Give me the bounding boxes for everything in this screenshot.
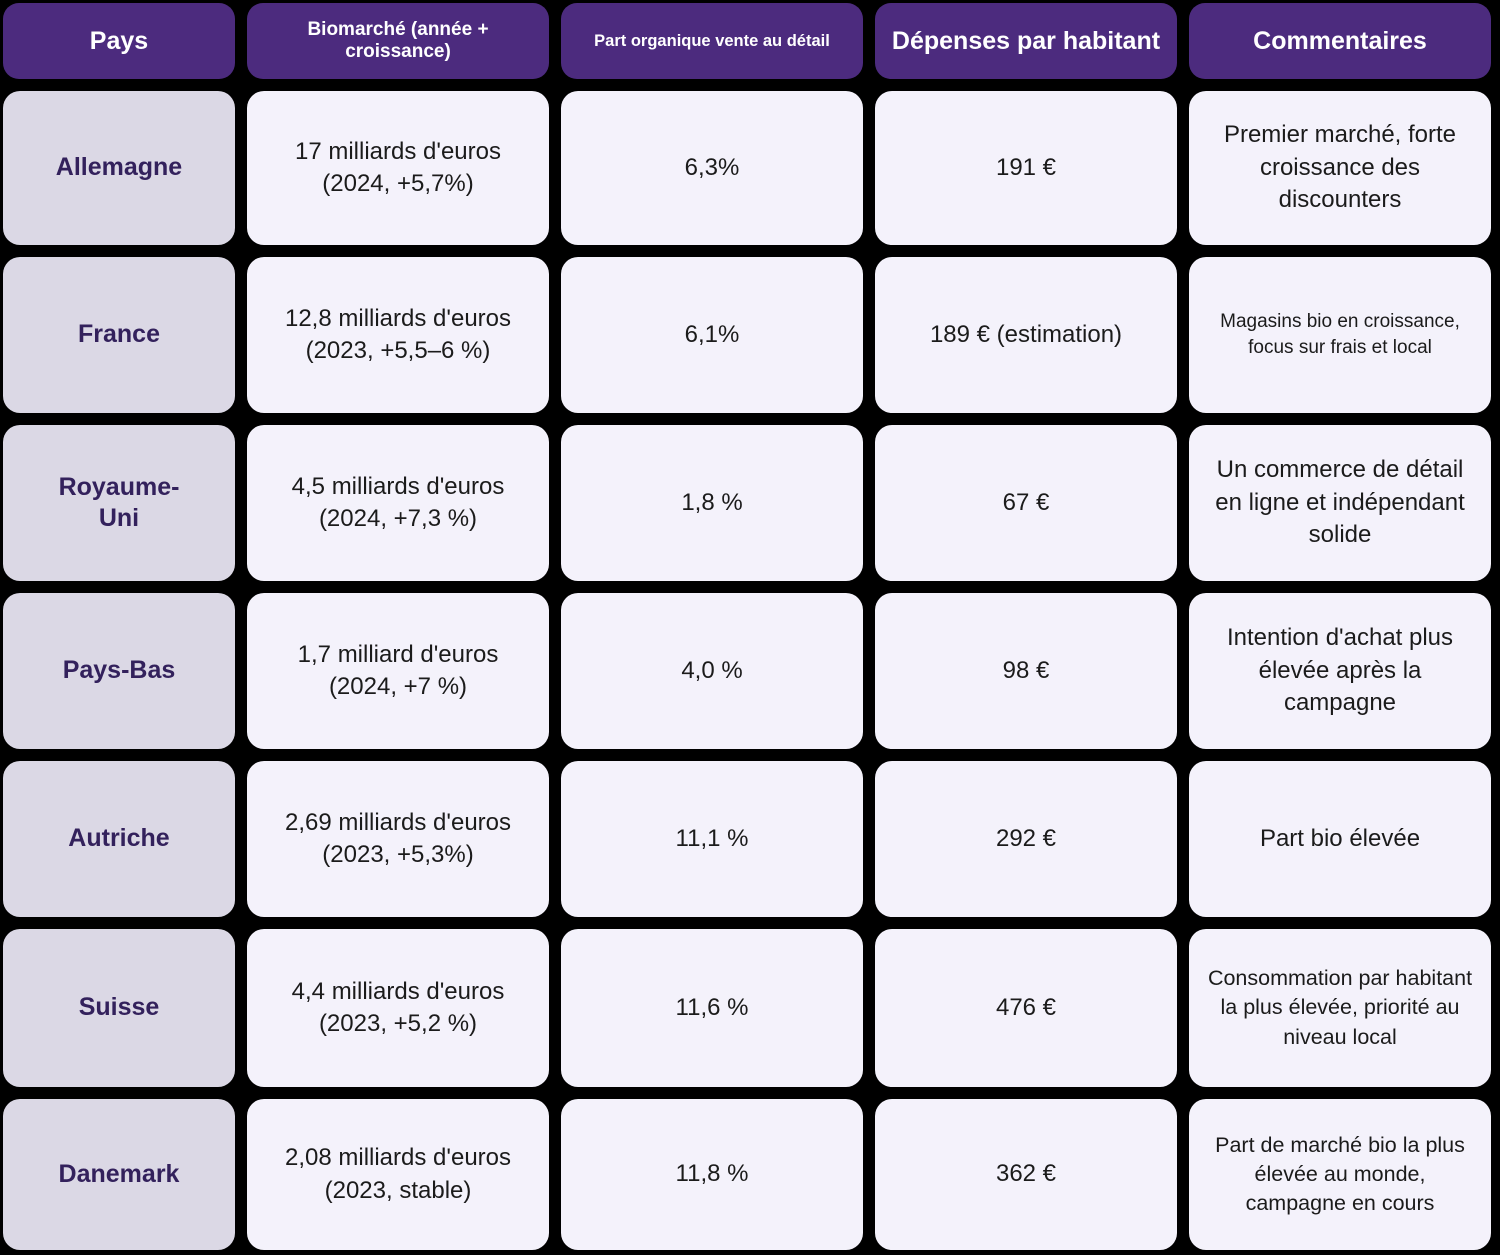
country-cell-royaume-uni: Royaume- Uni bbox=[3, 425, 235, 581]
column-header-depenses: Dépenses par habitant bbox=[875, 3, 1177, 79]
column-header-biomarche: Biomarché (année + croissance) bbox=[247, 3, 549, 79]
per-capita-cell: 67 € bbox=[875, 425, 1177, 581]
organic-share-cell: 4,0 % bbox=[561, 593, 863, 749]
country-cell-france: France bbox=[3, 257, 235, 413]
market-cell: 4,4 milliards d'euros (2023, +5,2 %) bbox=[247, 929, 549, 1087]
organic-share-cell: 11,8 % bbox=[561, 1099, 863, 1250]
per-capita-cell: 191 € bbox=[875, 91, 1177, 245]
column-header-pays: Pays bbox=[3, 3, 235, 79]
per-capita-cell: 292 € bbox=[875, 761, 1177, 917]
comment-cell: Part bio élevée bbox=[1189, 761, 1491, 917]
comment-cell: Magasins bio en croissance, focus sur fr… bbox=[1189, 257, 1491, 413]
country-cell-danemark: Danemark bbox=[3, 1099, 235, 1250]
market-cell: 12,8 milliards d'euros (2023, +5,5–6 %) bbox=[247, 257, 549, 413]
country-cell-allemagne: Allemagne bbox=[3, 91, 235, 245]
per-capita-cell: 476 € bbox=[875, 929, 1177, 1087]
market-cell: 2,69 milliards d'euros (2023, +5,3%) bbox=[247, 761, 549, 917]
market-cell: 17 milliards d'euros (2024, +5,7%) bbox=[247, 91, 549, 245]
column-header-part-organique: Part organique vente au détail bbox=[561, 3, 863, 79]
country-cell-autriche: Autriche bbox=[3, 761, 235, 917]
organic-share-cell: 6,3% bbox=[561, 91, 863, 245]
comment-cell: Un commerce de détail en ligne et indépe… bbox=[1189, 425, 1491, 581]
market-cell: 1,7 milliard d'euros (2024, +7 %) bbox=[247, 593, 549, 749]
organic-share-cell: 1,8 % bbox=[561, 425, 863, 581]
organic-share-cell: 11,6 % bbox=[561, 929, 863, 1087]
market-cell: 4,5 milliards d'euros (2024, +7,3 %) bbox=[247, 425, 549, 581]
comment-cell: Part de marché bio la plus élevée au mon… bbox=[1189, 1099, 1491, 1250]
comment-cell: Intention d'achat plus élevée après la c… bbox=[1189, 593, 1491, 749]
organic-share-cell: 6,1% bbox=[561, 257, 863, 413]
market-cell: 2,08 milliards d'euros (2023, stable) bbox=[247, 1099, 549, 1250]
column-header-commentaires: Commentaires bbox=[1189, 3, 1491, 79]
organic-share-cell: 11,1 % bbox=[561, 761, 863, 917]
per-capita-cell: 362 € bbox=[875, 1099, 1177, 1250]
country-cell-pays-bas: Pays-Bas bbox=[3, 593, 235, 749]
comment-cell: Consommation par habitant la plus élevée… bbox=[1189, 929, 1491, 1087]
country-cell-suisse: Suisse bbox=[3, 929, 235, 1087]
comment-cell: Premier marché, forte croissance des dis… bbox=[1189, 91, 1491, 245]
per-capita-cell: 189 € (estimation) bbox=[875, 257, 1177, 413]
per-capita-cell: 98 € bbox=[875, 593, 1177, 749]
